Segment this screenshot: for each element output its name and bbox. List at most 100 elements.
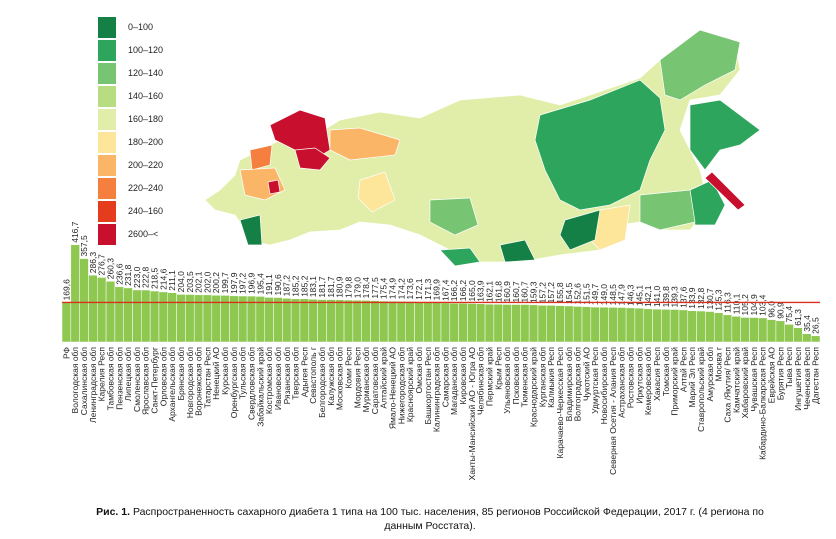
value-label: 96,0 [767,301,777,318]
legend-swatch [98,86,116,107]
value-label: 178,4 [361,277,371,299]
x-tick-label: Алтайский край [379,347,389,409]
x-tick-label: Красноярский край [405,347,415,422]
x-tick-label: Мурманская обл [361,347,371,412]
x-tick-label: Алтай Респ [678,347,688,393]
bar [713,312,724,343]
x-tick-label: Нижегородская обл [396,347,406,424]
x-tick-label: Ханты-Мансийский АО - Югра АО [467,347,477,481]
value-label: 276,7 [97,254,107,276]
value-label: 357,5 [79,235,89,257]
bar [334,299,345,343]
bar [652,308,662,343]
x-tick-label: Еврейская АО [767,347,777,404]
x-tick-label: Коми Респ [343,347,353,389]
bar [740,317,750,343]
value-label: 202,0 [202,271,212,293]
value-label: 190,6 [273,274,283,296]
value-label: 75,4 [784,306,794,323]
value-label: 90,9 [775,302,785,319]
value-label: 139,8 [661,286,671,308]
bar [608,307,618,343]
x-tick-label: Северная Осетия - Алания Респ [608,347,618,475]
bar [537,305,548,343]
x-tick-label: Астраханская обл [617,347,627,418]
x-tick-label: Архангельская обл [167,347,177,422]
value-label: 231,8 [123,264,133,286]
value-label: 211,1 [167,270,177,291]
value-label: 162,1 [484,281,494,303]
x-tick-label: Иркутская обл [634,347,644,404]
bar [643,308,653,343]
map [204,29,761,267]
legend-label: 100–120 [128,45,163,55]
bar [502,304,512,343]
value-label: 146,3 [626,284,636,306]
value-label: 180,9 [335,276,345,298]
value-label: 200,2 [211,272,221,294]
x-tick-label: Курганская обл [537,347,547,407]
bar [255,296,265,343]
bar [467,303,477,343]
value-label: 166,2 [449,280,459,302]
value-label: 167,4 [440,279,450,301]
x-tick-label: Ставропольский край [696,347,706,432]
value-label: 159,3 [529,281,539,303]
value-label: 151,5 [581,283,591,305]
value-label: 169,9 [432,279,442,301]
legend-swatch [98,155,116,176]
value-label: 152,6 [573,283,583,305]
map-region [499,239,536,263]
x-tick-label: Волгоградская обл [573,347,583,421]
bar [352,299,362,343]
value-label: 35,4 [802,315,812,332]
x-tick-label: Ленинградская обл [88,347,98,423]
bar [731,316,741,343]
value-label: 133,9 [687,287,697,309]
bar [185,294,195,343]
bar [123,287,133,343]
value-label: 218,5 [150,267,160,289]
value-label: 130,7 [705,288,715,310]
x-tick-label: Брянская обл [176,347,186,401]
legend-label: 120–140 [128,68,163,78]
legend-swatch [98,224,116,245]
bar [749,317,759,343]
bar [176,294,186,343]
x-tick-label: Ямало-Ненецкий АО [388,347,398,430]
x-tick-label: Ульяновская обл [502,347,512,414]
x-tick-label: Кировская обл [458,347,468,405]
bar [282,298,292,343]
x-tick-label: Забайкальский край [255,347,265,427]
legend-swatch [98,178,116,199]
x-tick-label: Владимирская обл [564,347,574,421]
bar [590,306,600,343]
bar [308,299,318,343]
x-tick-label: Карачаево-Черкесская Респ [555,347,565,459]
value-label: 214,6 [158,268,168,290]
caption: Рис. 1. Распространенность сахарного диа… [80,505,780,533]
value-label: 160,9 [502,281,512,303]
x-tick-label: Костромская обл [264,347,274,414]
value-label: 416,7 [70,221,80,243]
bar [581,306,592,343]
bar [520,304,530,343]
bar [802,333,812,343]
x-tick-label: Камчатский край [731,347,741,413]
x-tick-label: Калмыкия Респ [546,347,556,408]
x-tick-label: Вологодская обл [70,347,80,413]
bar [678,309,689,343]
bar [264,297,274,343]
value-label: 142,1 [643,285,653,307]
value-label: 147,9 [617,284,627,306]
value-label: 173,6 [405,278,415,300]
value-label: 175,4 [379,278,389,300]
value-label: 185,2 [299,275,309,297]
x-tick-label: Удмуртская Респ [590,347,600,414]
legend-swatch [98,109,116,130]
bar [634,307,644,343]
bar [564,305,574,343]
bar [114,286,124,343]
x-tick-label: Белгородская обл [317,347,327,418]
value-label: 195,4 [255,273,265,295]
